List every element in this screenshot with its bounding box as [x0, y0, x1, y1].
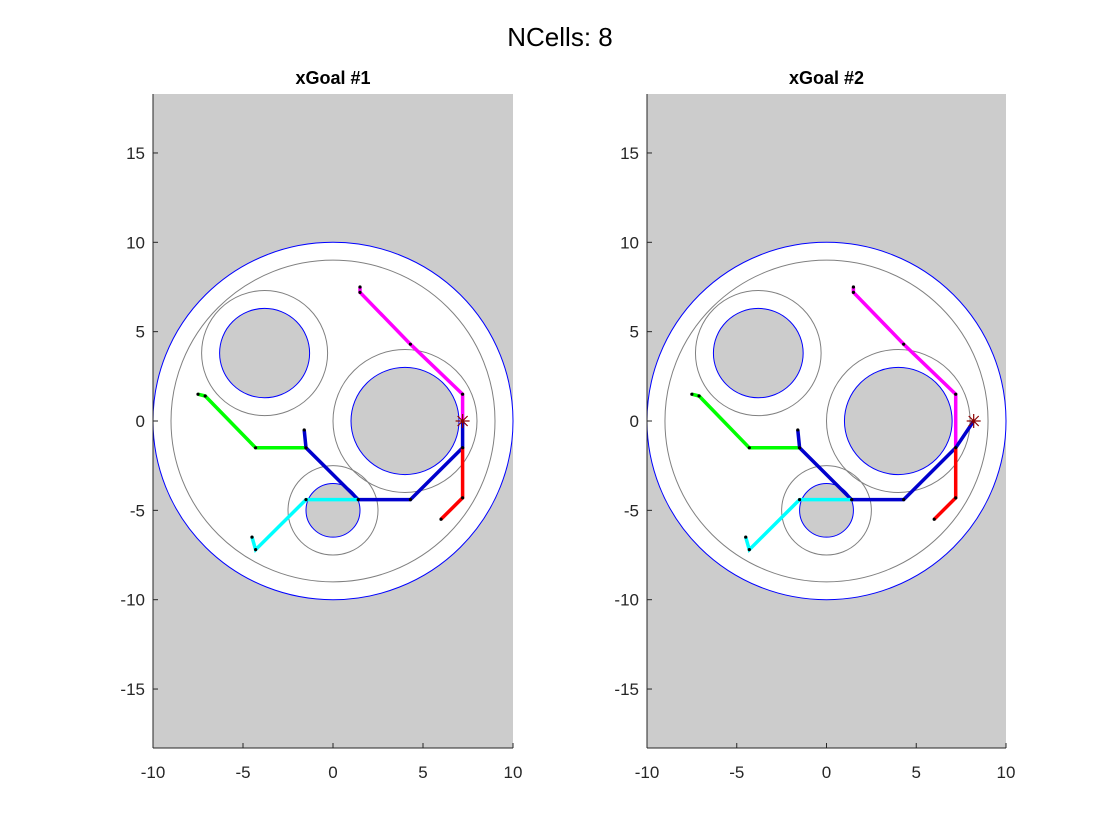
y-tick-label: -5 — [624, 501, 639, 520]
series-line — [197, 392, 306, 450]
series-point — [254, 548, 258, 552]
goal-marker-stroke — [457, 415, 469, 427]
guide-circle — [664, 259, 989, 583]
series-point — [902, 498, 906, 502]
obstacle — [712, 307, 804, 399]
guide-circle — [781, 465, 872, 556]
series-point — [461, 496, 465, 500]
series-point — [697, 394, 701, 398]
series-point — [461, 446, 465, 450]
series-line — [250, 497, 359, 554]
guide-circle — [170, 259, 496, 583]
obstacle — [843, 366, 953, 476]
y-tick-label: 5 — [136, 323, 145, 342]
series-point — [358, 290, 362, 294]
series-point — [304, 498, 308, 502]
series-point — [203, 394, 207, 398]
y-tick-label: 15 — [620, 144, 639, 163]
x-tick-label: -10 — [635, 763, 660, 782]
series-point — [850, 498, 854, 502]
y-tick-label: 0 — [630, 412, 639, 431]
series-point — [902, 342, 906, 346]
guide-circle — [332, 349, 478, 493]
goal-marker-stroke — [968, 415, 980, 427]
guide-circle — [694, 290, 822, 417]
x-tick-label: -5 — [729, 763, 744, 782]
series-line — [744, 497, 852, 554]
axes-title: xGoal #2 — [789, 68, 864, 88]
series-point — [747, 446, 751, 450]
x-tick-label: 5 — [418, 763, 427, 782]
y-tick-label: 5 — [630, 323, 639, 342]
obstacle — [305, 483, 361, 538]
axes-title: xGoal #1 — [295, 68, 370, 88]
goal-marker — [455, 414, 470, 428]
x-tick-label: 0 — [822, 763, 831, 782]
obstacle — [799, 483, 854, 538]
series-point — [254, 446, 258, 450]
series-point — [851, 285, 856, 289]
guide-circle — [287, 465, 379, 556]
series-point — [250, 535, 254, 539]
series-point — [954, 392, 958, 396]
series-point — [954, 496, 958, 500]
series-point — [932, 517, 936, 521]
axes-xgoal-2: -10 -5 0 5 10 -15 -10 -5 0 5 10 15 xGoal #2 — [614, 68, 1015, 782]
series-point — [747, 548, 751, 552]
x-tick-label: 10 — [997, 763, 1016, 782]
series-point — [302, 428, 306, 432]
x-tick-label: -10 — [141, 763, 166, 782]
y-tick-label: 10 — [620, 233, 639, 252]
y-tick-label: -10 — [614, 591, 639, 610]
x-tick-label: 10 — [504, 763, 523, 782]
goal-marker — [966, 414, 981, 428]
y-tick-label: -5 — [130, 501, 145, 520]
series-point — [304, 446, 308, 450]
series-line — [691, 392, 800, 450]
y-tick-label: 15 — [126, 144, 145, 163]
series-line — [796, 420, 976, 502]
y-tick-label: -15 — [120, 680, 145, 699]
y-tick-label: 0 — [136, 412, 145, 431]
series-point — [408, 342, 412, 346]
x-tick-label: -5 — [235, 763, 250, 782]
x-tick-label: 5 — [912, 763, 921, 782]
y-tick-label: -15 — [614, 680, 639, 699]
series-point — [439, 517, 443, 521]
y-tick-label: -10 — [120, 591, 145, 610]
series-point — [744, 535, 748, 539]
series-point — [690, 392, 694, 396]
series-point — [797, 446, 802, 450]
series-point — [196, 392, 200, 396]
obstacle — [350, 366, 460, 476]
series-point — [408, 498, 412, 502]
y-tick-label: 10 — [126, 233, 145, 252]
series-line — [302, 421, 465, 502]
series-point — [461, 392, 465, 396]
series-point — [358, 285, 362, 289]
series-point — [954, 446, 958, 450]
series-point — [356, 498, 360, 502]
obstacle — [219, 307, 311, 399]
series-point — [851, 290, 856, 294]
axes-xgoal-1: -10 -5 0 5 10 -15 -10 -5 0 5 10 15 xGoal #1 — [120, 68, 522, 782]
series-point — [797, 498, 802, 502]
x-tick-label: 0 — [328, 763, 337, 782]
series-point — [796, 428, 800, 432]
guide-circle — [201, 290, 329, 417]
figure-title: NCells: 8 — [507, 22, 612, 52]
